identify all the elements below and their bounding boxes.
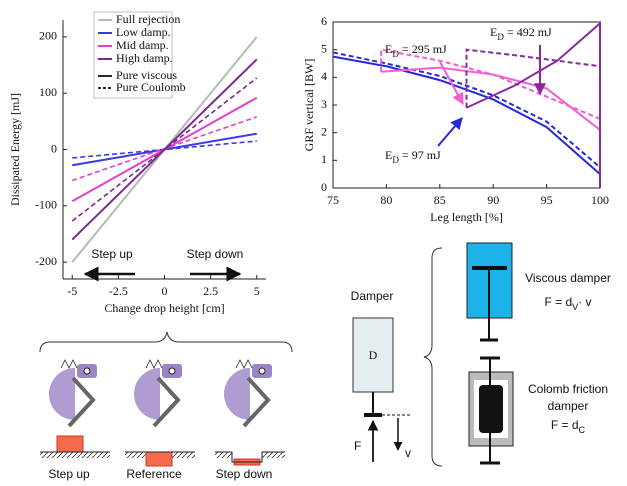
text-sub: D	[497, 32, 504, 42]
dashed-line	[465, 48, 601, 108]
leg-segments	[242, 376, 271, 428]
x-tick-label: 80	[380, 193, 392, 207]
annotation: ED = 97 mJ	[385, 148, 441, 165]
leg-joint	[168, 367, 176, 375]
y-tick-label: 3	[321, 97, 327, 111]
velocity-label: v	[405, 446, 411, 460]
leg-body	[49, 368, 75, 420]
annotation: ED = 295 mJ	[385, 42, 447, 59]
leg-joint	[83, 367, 91, 375]
x-tick-label: 75	[327, 193, 339, 207]
step-block	[56, 435, 84, 453]
text-main: F = d	[551, 418, 579, 432]
text-tail: · v	[578, 295, 591, 309]
y-tick-label: 0	[321, 180, 327, 194]
dashed-line	[332, 51, 601, 169]
y-axis-label: GRF vertical [BW]	[302, 59, 316, 152]
legend-box	[93, 11, 173, 99]
step-label: Step down	[216, 467, 273, 481]
coulomb-name: Colomb friction	[528, 382, 608, 396]
legend-label: Full rejection	[116, 12, 180, 26]
annotation-arrow	[437, 117, 463, 147]
right-chart: 0 1 2 3 4 5 6 75 80 85 90 95 100 Leg length [%] GRF ve…	[302, 14, 609, 224]
x-tick-label: -5	[67, 284, 77, 298]
legend-label: Low damp.	[116, 25, 171, 39]
leg-spring	[145, 359, 163, 369]
text-sub: D	[392, 155, 399, 165]
y-tick-label: 6	[321, 14, 327, 28]
step-pit	[232, 452, 262, 462]
y-tick-label: 100	[39, 85, 57, 99]
x-tick-label: 5	[254, 284, 260, 298]
leg-spring	[60, 359, 78, 369]
step-block	[145, 451, 173, 467]
legend-label: Pure viscous	[116, 68, 177, 82]
x-tick-label: 2.5	[203, 284, 218, 298]
x-tick-label: -2.5	[109, 284, 128, 298]
legend-label: Pure Coulomb	[116, 80, 186, 94]
y-tick-label: 5	[321, 41, 327, 55]
x-axis-label: Leg length [%]	[430, 210, 503, 224]
leg-segments	[152, 376, 181, 428]
viscous-formula: F = dV· v	[544, 295, 591, 312]
diagram: Step up Reference Step down Damper D F v Viscou…	[39, 242, 611, 481]
text-sub: C	[579, 425, 586, 435]
step-label: Reference	[126, 467, 182, 481]
x-tick-label: 90	[487, 193, 499, 207]
coulomb-formula: F = dC	[551, 418, 586, 435]
ground	[40, 452, 110, 458]
force-label: F	[354, 439, 361, 453]
text-main: E	[385, 148, 392, 162]
leg-body	[224, 368, 250, 420]
y-tick-label: 200	[39, 29, 57, 43]
text-main: E	[385, 42, 392, 56]
y-axis-label: Dissipated Energy [mJ]	[8, 93, 22, 206]
text-sub: D	[392, 49, 399, 59]
legend-label: High damp.	[116, 51, 173, 65]
damper-symbol: D	[369, 348, 378, 362]
x-tick-label: 85	[434, 193, 446, 207]
text-tail: = 492 mJ	[504, 25, 552, 39]
x-tick-label: 95	[541, 193, 553, 207]
line	[71, 58, 258, 241]
dashed-line	[380, 48, 601, 120]
y-tick-label: -200	[35, 254, 57, 268]
annotation: ED = 492 mJ	[490, 25, 552, 42]
x-axis-label: Change drop height [cm]	[104, 301, 224, 315]
y-tick-label: -100	[35, 198, 57, 212]
annotation: Step down	[187, 247, 244, 261]
annotation: Step up	[91, 247, 133, 261]
ground-line	[215, 451, 285, 463]
damper-title: Damper	[351, 289, 394, 303]
y-tick-label: 2	[321, 124, 327, 138]
text-tail: = 97 mJ	[399, 148, 441, 162]
legend-label: Mid damp.	[116, 38, 169, 52]
x-tick-label: 100	[591, 193, 609, 207]
brace	[39, 331, 293, 353]
leg-segments	[67, 376, 96, 428]
damper-box	[352, 317, 394, 393]
text-main: F = d	[544, 295, 572, 309]
leg-body	[134, 368, 160, 420]
y-tick-label: 4	[321, 69, 327, 83]
x-tick-label: 0	[162, 284, 168, 298]
brace	[423, 247, 443, 467]
y-tick-label: 1	[321, 152, 327, 166]
text-sub: V	[572, 302, 579, 312]
left-chart: -200 -100 0 100 200 -5 -2.5 0 2.5 5 Change drop he…	[8, 11, 266, 315]
viscous-name: Viscous damper	[525, 271, 611, 285]
annotation-arrow	[439, 61, 464, 106]
coulomb-name: damper	[548, 399, 589, 413]
leg-spring	[235, 359, 253, 369]
line	[466, 21, 601, 188]
text-tail: = 295 mJ	[399, 42, 447, 56]
leg-joint	[258, 367, 266, 375]
step-label: Step up	[48, 467, 90, 481]
text-main: E	[490, 25, 497, 39]
y-tick-label: 0	[51, 141, 57, 155]
